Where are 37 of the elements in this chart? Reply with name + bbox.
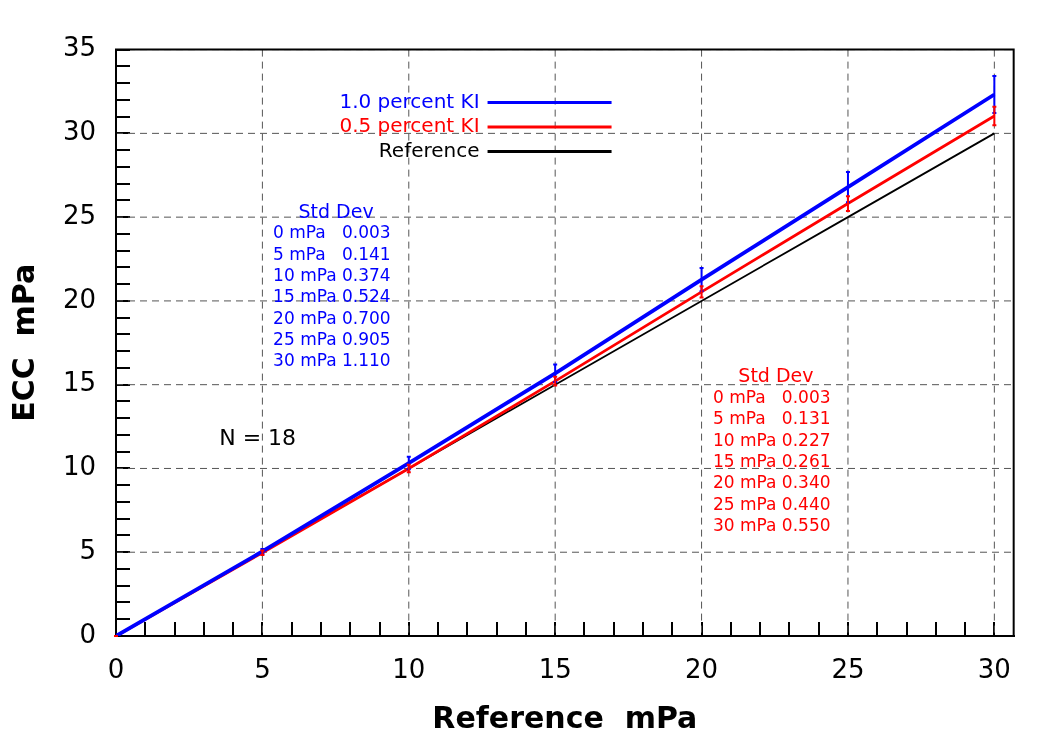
y-tick-label: 15: [62, 367, 96, 398]
x-tick-label: 25: [831, 654, 865, 685]
x-tick-label: 20: [685, 654, 719, 685]
annotation: 25 mPa 0.905: [273, 328, 391, 349]
annotation: 0 mPa 0.003: [273, 222, 391, 243]
annotation: Std Dev: [298, 199, 374, 222]
annotation: 10 mPa 0.374: [273, 264, 391, 285]
y-tick-label: 30: [62, 116, 96, 147]
text: 1.0 percent KI: [339, 88, 480, 113]
annotation: 30 mPa 1.110: [273, 350, 391, 371]
x-tick-label: 5: [254, 654, 271, 685]
x-axis-title: Reference mPa: [432, 699, 698, 735]
y-axis-title: ECC mPa: [5, 263, 41, 422]
annotation: 15 mPa 0.524: [273, 286, 391, 307]
x-tick-label: 0: [107, 654, 125, 685]
y-tick-label: 10: [62, 451, 96, 482]
annotation: 20 mPa 0.700: [273, 307, 391, 328]
annotation: 0 mPa 0.003: [712, 387, 831, 408]
y-tick-label: 0: [79, 618, 96, 649]
x-tick-label: 10: [392, 654, 426, 685]
x-tick-label: 30: [977, 654, 1011, 685]
text: Reference: [378, 137, 480, 162]
y-tick-label: 20: [62, 283, 96, 314]
annotation: 15 mPa 0.261: [712, 451, 831, 472]
annotation: 10 mPa 0.227: [712, 429, 831, 450]
annotation: 30 mPa 0.550: [712, 514, 831, 535]
annotation: N = 18: [219, 424, 297, 450]
annotation: 5 mPa 0.131: [712, 408, 831, 429]
annotation: 5 mPa 0.141: [273, 243, 391, 264]
text: 0.5 percent KI: [339, 113, 480, 138]
y-tick-label: 35: [62, 32, 96, 63]
x-tick-label: 15: [538, 654, 572, 685]
annotation: 25 mPa 0.440: [712, 493, 831, 514]
annotation: 20 mPa 0.340: [712, 472, 831, 493]
y-tick-label: 25: [62, 199, 96, 230]
y-tick-label: 5: [79, 534, 96, 565]
annotation: Std Dev: [738, 364, 814, 387]
